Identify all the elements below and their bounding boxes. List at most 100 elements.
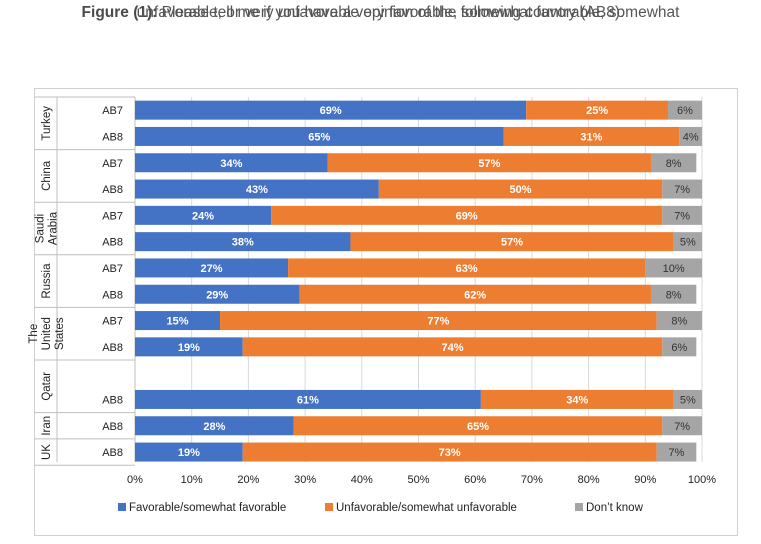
bar-segment <box>135 179 379 199</box>
data-label: 73% <box>439 447 461 459</box>
figure-title-line2: unfavorable, or very unfavorable opinion… <box>0 0 761 26</box>
bar-segment <box>667 100 702 120</box>
bar-segment <box>673 232 702 252</box>
country-label-line: Russia <box>41 263 53 299</box>
bar-segment <box>242 442 657 462</box>
bar-segment <box>135 232 351 252</box>
country-label: SaudiArabia <box>35 211 60 245</box>
data-label: 5% <box>680 237 696 249</box>
country-label-line: China <box>41 160 53 191</box>
data-label: 7% <box>674 421 690 433</box>
bar-segment <box>135 153 328 173</box>
x-tick-label: 90% <box>634 474 656 486</box>
bar-segment <box>662 205 702 225</box>
data-label: 63% <box>456 263 478 275</box>
bar-segment <box>135 337 243 357</box>
x-tick-label: 40% <box>351 474 373 486</box>
data-label: 7% <box>674 184 690 196</box>
country-label-line: States <box>54 317 66 350</box>
country-label-line: Iran <box>41 416 53 436</box>
data-label: 6% <box>677 105 693 117</box>
row-label: AB7 <box>102 263 123 275</box>
data-label: 24% <box>192 210 214 222</box>
data-label: 34% <box>220 158 242 170</box>
x-tick-label: 60% <box>464 474 486 486</box>
figure-title-line1: Figure (1): Please tell me if you have a… <box>0 0 761 26</box>
bar-segment <box>526 100 668 120</box>
bar-segment <box>662 416 702 436</box>
data-label: 65% <box>308 131 330 143</box>
figure-question-part1: Please tell me if you have a very favora… <box>161 4 680 21</box>
data-label: 65% <box>467 421 489 433</box>
data-label: 7% <box>674 210 690 222</box>
country-label-line: Saudi <box>35 214 47 243</box>
country-label: UK <box>41 444 53 460</box>
figure-label: Figure (1): <box>81 4 158 21</box>
x-tick-label: 30% <box>294 474 316 486</box>
data-label: 43% <box>246 184 268 196</box>
bar-segment <box>503 126 680 146</box>
data-label: 57% <box>478 158 500 170</box>
data-label: 8% <box>671 316 687 328</box>
data-label: 15% <box>167 316 189 328</box>
x-tick-label: 70% <box>521 474 543 486</box>
country-label-line: Turkey <box>41 106 53 141</box>
bar-segment <box>679 126 702 146</box>
bar-segment <box>242 337 663 357</box>
figure-question-part2: unfavorable, or very unfavorable opinion… <box>136 4 625 21</box>
row-label: AB8 <box>102 184 123 196</box>
row-label: AB8 <box>102 131 123 143</box>
country-label-line: Arabia <box>48 211 60 245</box>
legend-swatch <box>118 503 126 511</box>
data-label: 19% <box>178 342 200 354</box>
bar-segment <box>656 311 702 331</box>
chart-frame <box>34 88 738 536</box>
row-label: AB7 <box>102 210 123 222</box>
bar-segment <box>135 442 243 462</box>
bar-segment <box>135 205 272 225</box>
country-label-line: United <box>41 317 53 350</box>
bar-segment <box>135 100 527 120</box>
data-label: 8% <box>666 158 682 170</box>
data-label: 50% <box>510 184 532 196</box>
bar-segment <box>650 284 697 304</box>
data-label: 69% <box>320 105 342 117</box>
country-label-line: UK <box>41 444 53 460</box>
bar-segment <box>271 205 663 225</box>
bar-segment <box>673 389 702 409</box>
data-label: 28% <box>203 421 225 433</box>
row-label: AB8 <box>102 447 123 459</box>
data-label: 77% <box>427 316 449 328</box>
row-label: AB8 <box>102 237 123 249</box>
country-label: Turkey <box>41 106 53 141</box>
bar-segment <box>220 311 657 331</box>
data-label: 38% <box>232 237 254 249</box>
country-label: Russia <box>41 263 53 299</box>
bar-segment <box>135 416 294 436</box>
data-label: 27% <box>201 263 223 275</box>
bar-segment <box>135 126 504 146</box>
legend-swatch <box>325 503 333 511</box>
data-label: 25% <box>586 105 608 117</box>
row-label: AB8 <box>102 342 123 354</box>
x-tick-label: 50% <box>407 474 429 486</box>
data-label: 7% <box>669 447 685 459</box>
data-label: 62% <box>464 289 486 301</box>
bar-segment <box>480 389 674 409</box>
bar-segment <box>288 258 646 278</box>
data-label: 29% <box>206 289 228 301</box>
bar-segment <box>135 311 221 331</box>
row-label: AB7 <box>102 316 123 328</box>
bar-segment <box>350 232 674 252</box>
x-tick-label: 80% <box>578 474 600 486</box>
data-label: 61% <box>297 394 319 406</box>
bar-segment <box>135 258 289 278</box>
legend-label: Don’t know <box>586 502 644 514</box>
row-label: AB8 <box>102 394 123 406</box>
data-label: 6% <box>671 342 687 354</box>
data-label: 10% <box>663 263 685 275</box>
bar-segment <box>299 284 651 304</box>
country-label: Qatar <box>41 372 53 401</box>
data-label: 74% <box>442 342 464 354</box>
